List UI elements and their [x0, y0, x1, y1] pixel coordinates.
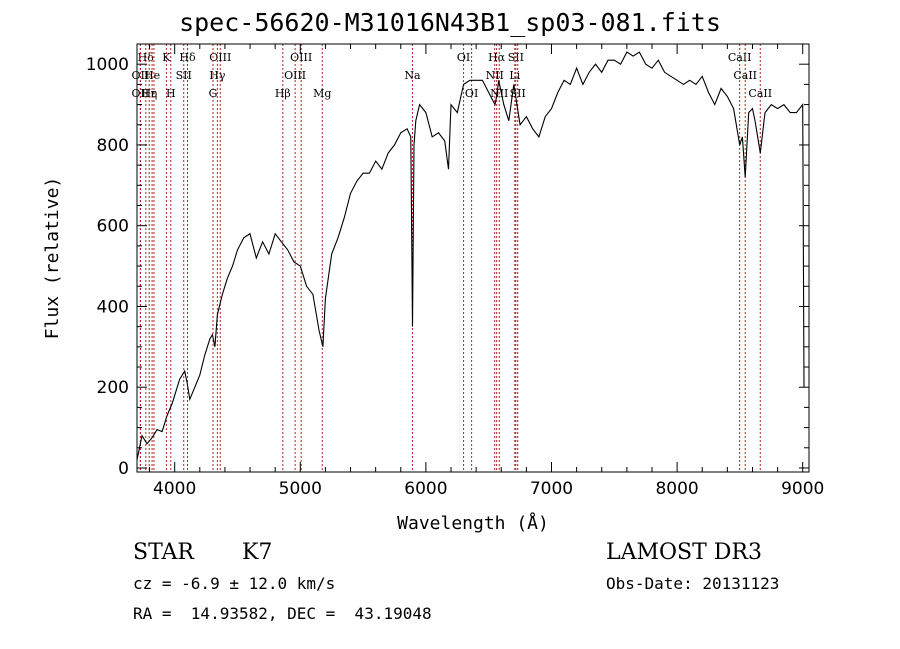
line-label-12: G [209, 87, 218, 100]
y-tick-label-0: 0 [118, 459, 129, 479]
line-label-13: OIII [290, 51, 312, 64]
y-tick-label-3: 600 [97, 217, 129, 237]
y-axis-label: Flux (relative) [42, 177, 63, 340]
redshift-cz: cz = -6.9 ± 12.0 km/s [133, 574, 336, 593]
line-label-26: CaII [728, 51, 752, 64]
x-tick-label-4: 8000 [655, 479, 698, 499]
line-label-28: CaII [748, 87, 772, 100]
line-label-2: OII [132, 87, 150, 100]
line-label-23: Li [509, 69, 520, 82]
line-label-8: Hδ [179, 51, 196, 64]
plot-frame [136, 43, 810, 473]
line-label-20: Hα [488, 51, 506, 64]
spectrum-line [136, 51, 805, 461]
line-label-25: SII [510, 87, 526, 100]
x-tick-label-2: 6000 [404, 479, 447, 499]
line-label-3: Hε [142, 87, 158, 100]
x-axis-label: Wavelength (Å) [397, 512, 549, 534]
line-label-21: SII [508, 51, 524, 64]
object-class: STAR [133, 540, 194, 565]
line-label-18: OI [457, 51, 470, 64]
line-label-17: Na [404, 69, 421, 82]
object-subclass: K7 [242, 540, 273, 565]
y-tick-label-4: 800 [97, 136, 129, 156]
line-label-16: Mg [313, 87, 331, 100]
y-tick-label-5: 1000 [86, 55, 129, 75]
survey-label: LAMOST DR3 [606, 540, 762, 565]
line-label-15: Hβ [275, 87, 291, 100]
x-tick-label-0: 4000 [153, 479, 196, 499]
y-tick-label-2: 400 [97, 297, 129, 317]
x-tick-label-1: 5000 [279, 479, 322, 499]
line-label-24: NII [490, 87, 508, 100]
y-tick-label-1: 200 [97, 378, 129, 398]
line-label-4: He [144, 69, 160, 82]
line-label-11: Hγ [209, 69, 226, 82]
line-label-19: OI [465, 87, 478, 100]
line-label-9: SII [176, 69, 192, 82]
x-tick-label-5: 9000 [781, 479, 824, 499]
line-label-5: K [162, 51, 171, 64]
chart-title: spec-56620-M31016N43B1_sp03-081.fits [179, 8, 721, 37]
x-tick-label-3: 7000 [530, 479, 573, 499]
ra-dec: RA = 14.93582, DEC = 43.19048 [133, 604, 432, 623]
line-label-14: OIII [284, 69, 306, 82]
line-label-0: Hδ [138, 51, 155, 64]
line-label-6: η [151, 87, 158, 100]
line-label-27: CaII [733, 69, 757, 82]
observation-date: Obs-Date: 20131123 [606, 574, 780, 593]
line-label-10: OIII [209, 51, 231, 64]
line-label-1: OII [132, 69, 150, 82]
line-label-22: NII [486, 69, 504, 82]
line-label-7: H [166, 87, 176, 100]
